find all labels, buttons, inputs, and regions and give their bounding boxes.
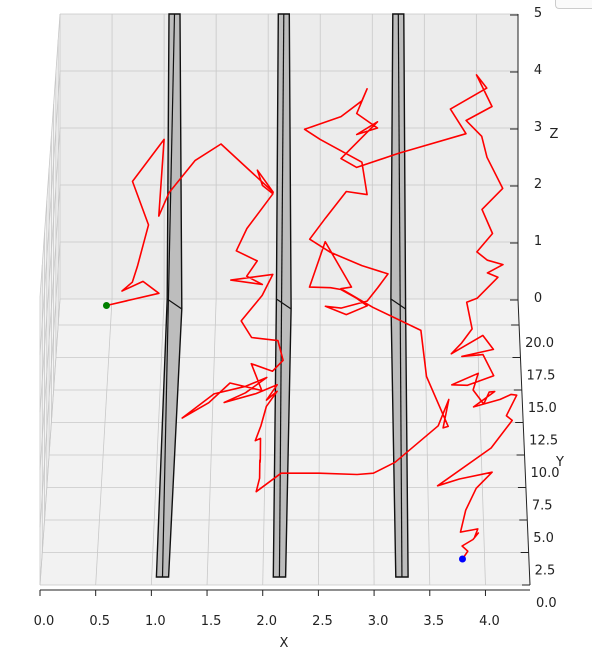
y-tick-label: 5.0 <box>533 531 554 546</box>
start-point <box>102 302 110 309</box>
y-tick-label: 10.0 <box>531 466 560 481</box>
x-tick-label: 3.5 <box>423 614 444 629</box>
pillar-2-ridge <box>278 13 285 578</box>
y-axis-line <box>517 298 531 586</box>
z-tick-label: 0 <box>534 291 542 306</box>
grid-x-floor <box>475 298 486 586</box>
z-axis-label: Z <box>550 127 559 142</box>
grid-x-floor <box>262 298 269 586</box>
grid-x-floor <box>206 298 217 586</box>
z-tick-label: 3 <box>534 120 542 135</box>
x-tick-label: 0.0 <box>34 614 55 629</box>
grid-z-wall <box>39 13 61 298</box>
x-tick-label: 0.5 <box>89 614 110 629</box>
toolbar-toggle-button[interactable] <box>555 0 592 9</box>
left-pane <box>40 14 60 585</box>
grid-x-floor <box>95 298 113 586</box>
pillar-1-ridge <box>161 13 176 578</box>
pillar-3-ridge <box>397 13 403 578</box>
z-tick-label: 2 <box>534 177 542 192</box>
grid-x-floor <box>371 298 375 586</box>
trajectory-line <box>106 74 518 560</box>
x-tick-label: 4.0 <box>479 614 500 629</box>
grid-z-wall <box>39 298 61 586</box>
x-axis-ticks: 0.0 0.5 1.0 1.5 2.0 2.5 3.0 3.5 4.0 <box>34 590 500 629</box>
grid-x-floor <box>150 298 165 586</box>
end-point <box>458 555 466 563</box>
y-tick-label: 12.5 <box>529 434 558 449</box>
y-tick-label: 2.5 <box>535 564 556 579</box>
axes: 0.0 0.5 1.0 1.5 2.0 2.5 3.0 3.5 4.0 0.0 2.5 5.0 7.5… <box>34 6 560 629</box>
z-tick-label: 4 <box>534 63 542 78</box>
y-tick-label: 20.0 <box>525 336 554 351</box>
x-tick-label: 2.0 <box>256 614 277 629</box>
z-tick-label: 5 <box>534 6 542 21</box>
pillars <box>155 13 409 578</box>
trajectory <box>106 74 518 560</box>
grid-z-wall <box>39 241 61 528</box>
grid-x-floor <box>318 298 321 586</box>
y-axis-ticks: 0.0 2.5 5.0 7.5 10.0 12.5 15.0 17.5 20.0 <box>511 324 560 611</box>
y-axis-label: Y <box>555 455 564 470</box>
x-tick-label: 1.0 <box>145 614 166 629</box>
x-axis-label: X <box>280 636 289 651</box>
z-tick-label: 1 <box>534 234 542 249</box>
endpoints <box>102 302 466 563</box>
y-tick-label: 7.5 <box>532 499 553 514</box>
x-tick-label: 3.0 <box>368 614 389 629</box>
y-tick-label: 17.5 <box>526 369 555 384</box>
pillar-3-edge <box>390 298 406 310</box>
grid-z-wall <box>39 127 61 413</box>
grid-x-floor <box>423 298 431 586</box>
z-axis-ticks: 0 1 2 3 4 5 <box>510 6 542 306</box>
y-tick-label: 0.0 <box>536 596 557 611</box>
pillar-1-edge <box>166 298 183 310</box>
y-tick-label: 15.0 <box>528 401 557 416</box>
grid-z-wall <box>39 184 61 470</box>
grid-z-wall <box>39 70 61 355</box>
x-tick-label: 1.5 <box>201 614 222 629</box>
pillar-2-edge <box>276 298 292 310</box>
x-tick-label: 2.5 <box>312 614 333 629</box>
